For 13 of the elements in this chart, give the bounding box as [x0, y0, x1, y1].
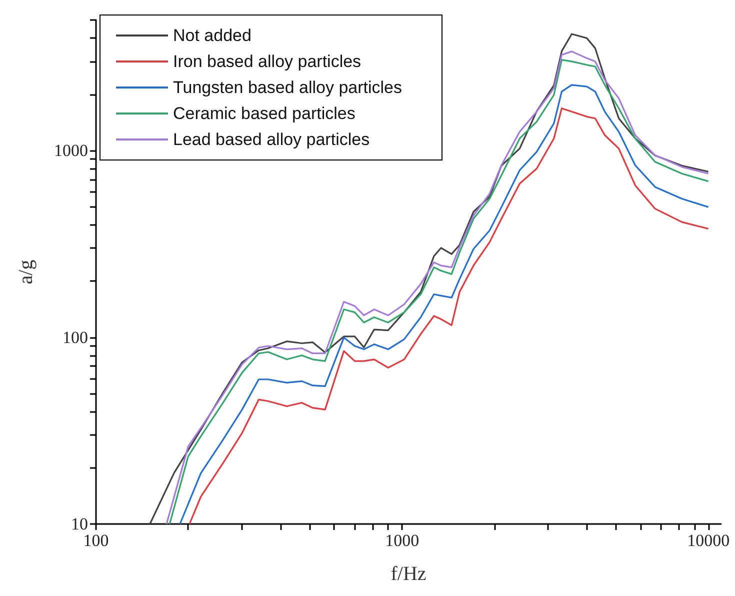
legend-label: Iron based alloy particles: [173, 52, 362, 71]
y-tick-label: 1000: [54, 141, 88, 160]
y-tick-label: 100: [62, 328, 88, 347]
legend-label: Not added: [173, 26, 252, 45]
legend-label: Ceramic based particles: [173, 104, 356, 123]
x-tick-label: 10000: [687, 531, 730, 550]
x-tick-label: 1000: [385, 531, 420, 550]
x-axis-title: f/Hz: [390, 563, 426, 585]
y-tick-label: 10: [71, 514, 88, 534]
legend-label: Lead based alloy particles: [173, 130, 370, 149]
legend-label: Tungsten based alloy particles: [173, 78, 402, 97]
y-axis-title: a/g: [15, 260, 37, 284]
x-tick-label: 100: [83, 531, 109, 550]
